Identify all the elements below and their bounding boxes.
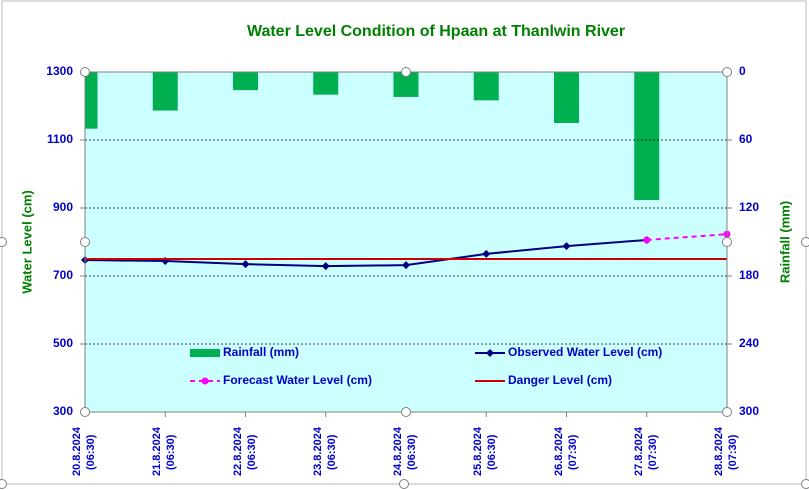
selection-handle <box>401 67 411 77</box>
selection-handle <box>722 237 732 247</box>
selection-handle <box>722 407 732 417</box>
bar <box>85 72 98 129</box>
chart-title: Water Level Condition of Hpaan at Thanlw… <box>247 23 625 40</box>
selection-handle <box>0 237 7 247</box>
y2-axis-label: Rainfall (mm) <box>777 201 792 283</box>
legend-label: Observed Water Level (cm) <box>508 345 662 359</box>
y2-tick-label: 120 <box>739 200 759 214</box>
x-tick-label: 27.8.2024 (07:30) <box>632 427 659 477</box>
line-marker <box>201 377 209 385</box>
legend-label: Forecast Water Level (cm) <box>223 373 372 387</box>
line-marker <box>482 249 491 258</box>
y2-tick-label: 300 <box>739 404 759 418</box>
x-tick-label: 22.8.2024 (06:30) <box>231 427 258 477</box>
x-tick-label: 26.8.2024 (07:30) <box>552 427 579 477</box>
x-tick-label: 21.8.2024 (06:30) <box>151 427 178 477</box>
line-marker <box>402 261 410 270</box>
y-tick-label: 500 <box>53 336 73 350</box>
y2-tick-label: 180 <box>739 268 759 282</box>
y2-tick-label: 0 <box>739 64 746 78</box>
line-marker <box>486 349 494 357</box>
x-tick-label: 20.8.2024 (06:30) <box>71 427 97 477</box>
bar <box>233 72 258 91</box>
y-tick-label: 900 <box>53 200 73 214</box>
bar <box>473 72 499 101</box>
selection-handle <box>801 237 809 247</box>
x-tick-label: 23.8.2024 (06:30) <box>311 427 338 477</box>
line-marker <box>321 262 330 271</box>
bar <box>152 72 178 111</box>
line-marker <box>562 242 571 251</box>
selection-handle <box>80 67 90 77</box>
bar <box>634 72 660 201</box>
line-marker <box>643 236 651 244</box>
y-tick-label: 1100 <box>47 132 73 146</box>
selection-handle <box>80 407 90 417</box>
selection-handle <box>399 479 409 489</box>
line <box>84 238 647 268</box>
y-axis-label: Water Level (cm) <box>19 190 34 294</box>
selection-handle <box>722 67 732 77</box>
x-tick-label: 24.8.2024 (06:30) <box>392 427 418 477</box>
line <box>646 233 728 241</box>
selection-handle <box>80 237 90 247</box>
y-tick-label: 300 <box>53 404 73 418</box>
selection-handle <box>401 407 411 417</box>
y-tick-label: 700 <box>53 268 73 282</box>
legend-label: Danger Level (cm) <box>508 373 612 387</box>
legend-label: Rainfall (mm) <box>223 345 299 359</box>
selection-handle <box>801 479 809 489</box>
selection-handle <box>0 479 7 489</box>
line-marker <box>241 260 250 269</box>
y-tick-label: 1300 <box>46 64 73 78</box>
y2-tick-label: 240 <box>739 336 759 350</box>
legend-swatch <box>190 349 220 357</box>
bar <box>313 72 339 95</box>
plot-content <box>85 72 660 201</box>
bar <box>554 72 579 123</box>
y2-tick-label: 60 <box>739 132 753 146</box>
x-tick-label: 28.8.2024 (07:30) <box>713 427 739 477</box>
x-tick-label: 25.8.2024 (06:30) <box>472 427 499 477</box>
